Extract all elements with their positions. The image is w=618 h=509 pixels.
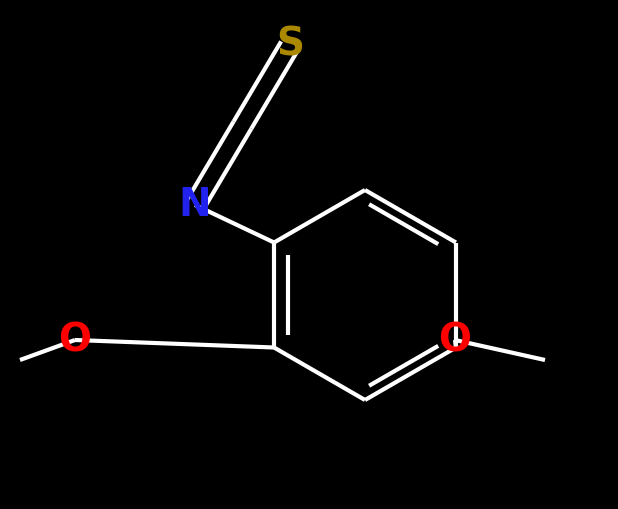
Text: S: S [276, 26, 304, 64]
Text: N: N [179, 186, 211, 224]
Text: O: O [439, 321, 472, 359]
Text: O: O [59, 321, 91, 359]
